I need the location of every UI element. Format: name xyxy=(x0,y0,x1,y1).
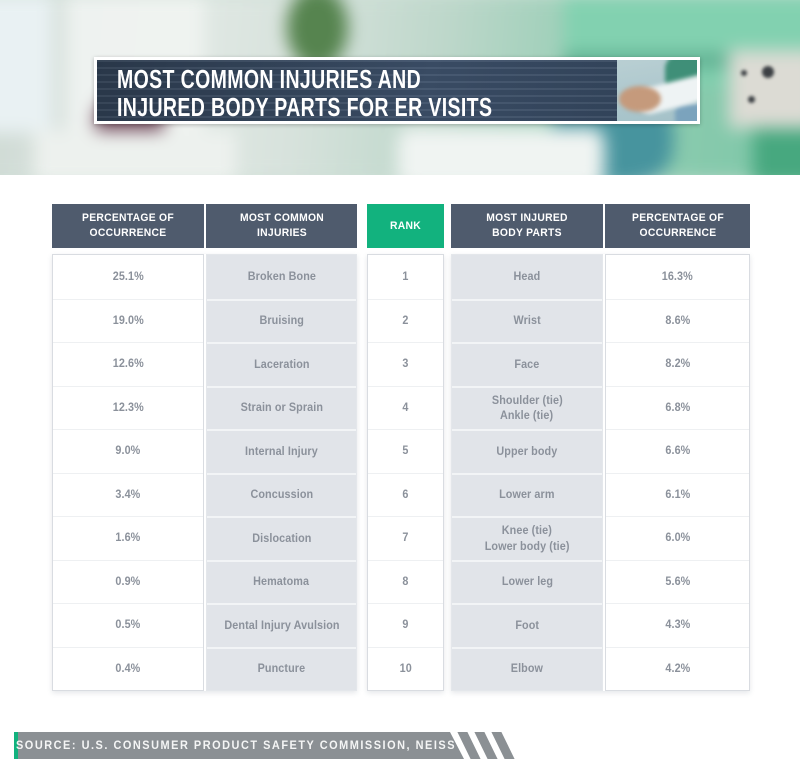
table-cell: Foot xyxy=(452,603,602,647)
body-parts-table: MOST INJURED BODY PARTS PERCENTAGE OF OC… xyxy=(451,204,750,691)
table-cell: Elbow xyxy=(452,646,602,691)
source-text: SOURCE: U.S. CONSUMER PRODUCT SAFETY COM… xyxy=(16,732,479,759)
col-header-occurrence-left: PERCENTAGE OF OCCURRENCE xyxy=(52,204,204,248)
table-cell: 8.6% xyxy=(606,298,749,343)
photo-jeans xyxy=(675,104,697,121)
knob-icon xyxy=(741,70,747,76)
table-cell: 0.9% xyxy=(53,559,203,604)
column-body-percentage: 16.3% 8.6% 8.2% 6.8% 6.6% 6.1% 6.0% 5.6% 4.3% 4.2… xyxy=(605,254,750,691)
table-cell: Concussion xyxy=(207,472,356,517)
photo-hand xyxy=(619,86,662,112)
table-cell: Head xyxy=(513,268,541,283)
table-cell: 6 xyxy=(368,472,443,517)
table-cell: 2 xyxy=(368,298,443,343)
table-cell: 7 xyxy=(368,516,443,560)
body-parts-table-header: MOST INJURED BODY PARTS PERCENTAGE OF OC… xyxy=(451,204,750,248)
rank-column: RANK 1 2 3 4 5 6 7 8 9 10 xyxy=(367,204,444,691)
col-header-label: PERCENTAGE OF OCCURRENCE xyxy=(631,212,724,239)
photo-control-knobs xyxy=(0,0,800,175)
source-label: SOURCE: U.S. CONSUMER PRODUCT SAFETY COM… xyxy=(16,739,457,752)
table-cell: Puncture xyxy=(207,646,356,691)
table-cell: 8.2% xyxy=(606,342,749,386)
photo-window xyxy=(0,0,53,133)
column-body-part: Head Wrist Face Shoulder (tie) Ankle (tie) Up… xyxy=(451,254,603,691)
photo-bed-pillow xyxy=(397,128,605,175)
table-cell: 4.3% xyxy=(606,603,749,647)
table-cell: Lower arm xyxy=(452,472,602,517)
table-cell: Shoulder (tie) Ankle (tie) xyxy=(452,385,602,430)
col-header-label: MOST INJURED BODY PARTS xyxy=(486,212,568,239)
rank-header: RANK xyxy=(367,204,444,248)
table-cell: 4 xyxy=(368,385,443,430)
col-header-label: PERCENTAGE OF OCCURRENCE xyxy=(82,212,174,239)
page-title: MOST COMMON INJURIES AND INJURED BODY PA… xyxy=(97,60,617,121)
rank-body: 1 2 3 4 5 6 7 8 9 10 xyxy=(367,254,444,691)
data-table: PERCENTAGE OF OCCURRENCE MOST COMMON INJ… xyxy=(52,204,800,691)
table-cell: 6.0% xyxy=(606,516,749,560)
photo-control-panel xyxy=(728,49,800,129)
title-line-1: MOST COMMON INJURIES AND xyxy=(117,64,422,94)
table-cell: 8 xyxy=(368,559,443,604)
table-cell: Face xyxy=(452,342,602,386)
body-parts-table-body: Head Wrist Face Shoulder (tie) Ankle (tie) Up… xyxy=(451,254,750,691)
hero-photo: MOST COMMON INJURIES AND INJURED BODY PA… xyxy=(0,0,800,175)
table-cell: 9 xyxy=(368,603,443,647)
title-banner: MOST COMMON INJURIES AND INJURED BODY PA… xyxy=(94,57,700,124)
table-cell: Knee (tie) Lower body (tie) xyxy=(452,516,602,560)
photo-cabinet xyxy=(752,124,800,175)
table-cell: 12.6% xyxy=(53,342,203,386)
knob-icon xyxy=(748,96,755,103)
table-cell: Dislocation xyxy=(207,516,356,560)
col-header-injuries: MOST COMMON INJURIES xyxy=(206,204,357,248)
table-cell: Lower leg xyxy=(452,559,602,604)
table-cell: Upper body xyxy=(452,429,602,473)
table-cell: 6.1% xyxy=(606,472,749,517)
table-cell: Broken Bone xyxy=(247,268,316,283)
source-bar-accent xyxy=(14,732,18,759)
col-header-occurrence-right: PERCENTAGE OF OCCURRENCE xyxy=(605,204,750,248)
source-bar-background xyxy=(14,732,464,759)
col-header-rank: RANK xyxy=(367,204,444,248)
table-cell: 10 xyxy=(368,646,443,691)
knob-icon xyxy=(762,66,774,78)
title-line-2: INJURED BODY PARTS FOR ER VISITS xyxy=(117,92,493,122)
table-cell: Wrist xyxy=(452,298,602,343)
column-injury-name: Broken Bone Bruising Laceration Strain or S… xyxy=(206,254,357,691)
col-header-label: MOST COMMON INJURIES xyxy=(239,212,324,239)
table-cell: 5 xyxy=(368,429,443,473)
arm-cast-photo xyxy=(617,60,697,121)
table-cell: 25.1% xyxy=(112,268,144,283)
table-cell: Internal Injury xyxy=(207,429,356,473)
table-cell: 12.3% xyxy=(53,385,203,430)
table-cell: 0.4% xyxy=(53,646,203,691)
table-cell: 16.3% xyxy=(661,268,694,283)
source-bar: SOURCE: U.S. CONSUMER PRODUCT SAFETY COM… xyxy=(0,732,800,759)
table-cell: 0.5% xyxy=(53,603,203,647)
table-cell: Bruising xyxy=(207,298,356,343)
injuries-table-body: 25.1% 19.0% 12.6% 12.3% 9.0% 3.4% 1.6% 0.9% 0.5%… xyxy=(52,254,357,691)
table-cell: 5.6% xyxy=(606,559,749,604)
table-cell: 1 xyxy=(402,268,409,283)
injuries-table: PERCENTAGE OF OCCURRENCE MOST COMMON INJ… xyxy=(52,204,357,691)
table-cell: Hematoma xyxy=(207,559,356,604)
table-cell: 3.4% xyxy=(53,472,203,517)
table-cell: 19.0% xyxy=(53,298,203,343)
table-cell: 3 xyxy=(368,342,443,386)
photo-side-table xyxy=(34,130,236,175)
column-rank: 1 2 3 4 5 6 7 8 9 10 xyxy=(367,254,444,691)
col-header-body-parts: MOST INJURED BODY PARTS xyxy=(451,204,603,248)
table-cell: 9.0% xyxy=(53,429,203,473)
injuries-table-header: PERCENTAGE OF OCCURRENCE MOST COMMON INJ… xyxy=(52,204,357,248)
table-cell: 6.8% xyxy=(606,385,749,430)
table-cell: Dental Injury Avulsion xyxy=(207,603,356,647)
table-cell: Strain or Sprain xyxy=(207,385,356,430)
column-injury-percentage: 25.1% 19.0% 12.6% 12.3% 9.0% 3.4% 1.6% 0.9% 0.5%… xyxy=(52,254,204,691)
col-header-label: RANK xyxy=(389,219,421,232)
table-cell: 6.6% xyxy=(606,429,749,473)
table-cell: Laceration xyxy=(207,342,356,386)
table-cell: 4.2% xyxy=(606,646,749,691)
table-cell: 1.6% xyxy=(53,516,203,560)
